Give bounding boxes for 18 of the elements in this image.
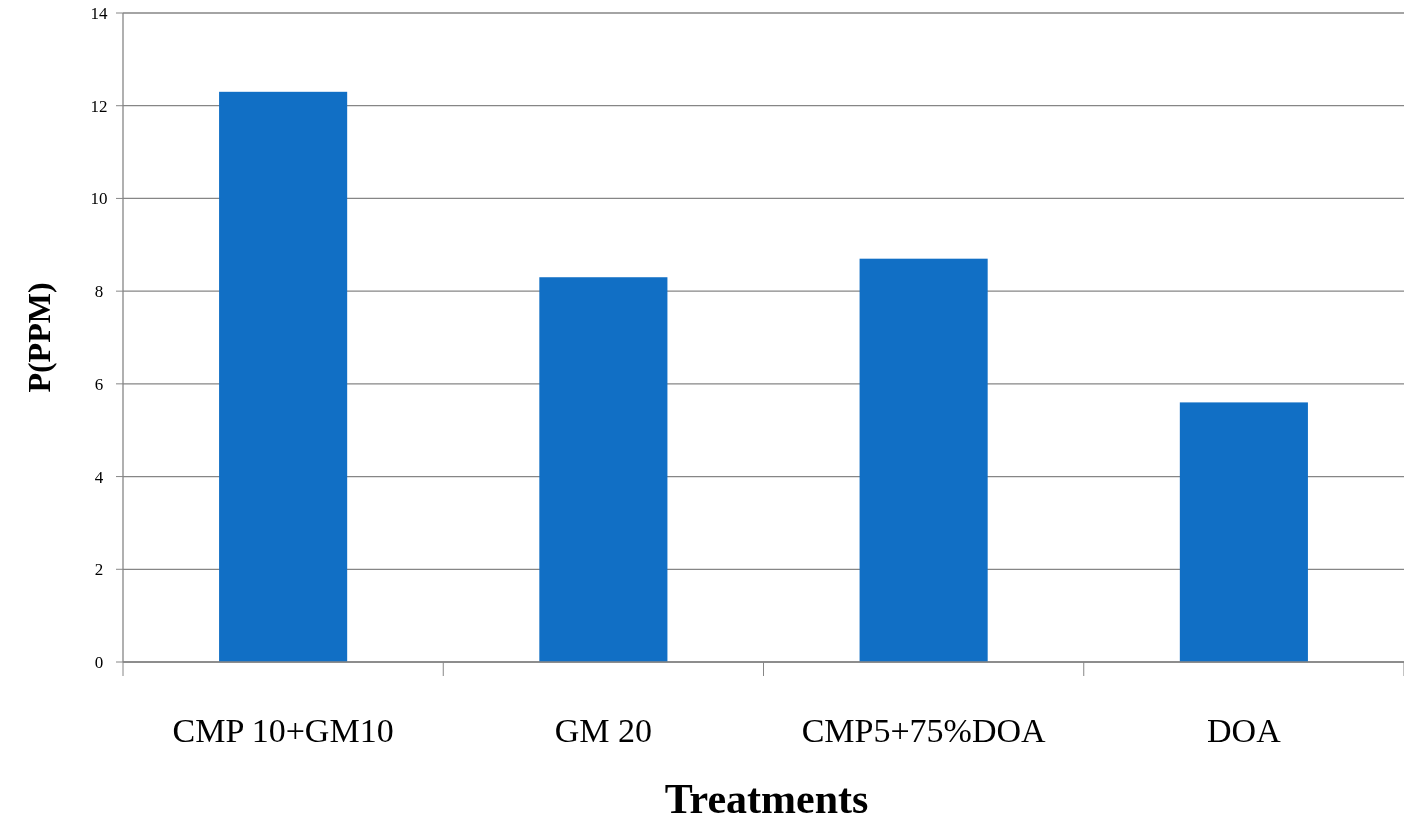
y-tick-label: 8 [94, 282, 104, 302]
x-tick-label: CMP5+75%DOA [801, 712, 1047, 749]
y-axis-title: P(PPM) [21, 282, 57, 393]
x-axis-title: Treatments [664, 776, 869, 822]
y-tick-label: 2 [94, 560, 104, 580]
y-tick-label: 0 [94, 652, 104, 672]
y-tick-label: 14 [90, 3, 108, 23]
bar [219, 91, 348, 662]
y-tick-label: 10 [90, 189, 108, 209]
bar [859, 258, 988, 662]
x-tick-label: CMP 10+GM10 [172, 712, 394, 749]
bar [539, 277, 668, 662]
x-tick-label: GM 20 [554, 712, 653, 749]
y-tick-label: 6 [94, 374, 104, 394]
bar [1179, 402, 1308, 662]
y-tick-label: 12 [90, 96, 108, 116]
y-tick-label: 4 [94, 467, 104, 487]
x-tick-label: DOA [1207, 712, 1282, 749]
